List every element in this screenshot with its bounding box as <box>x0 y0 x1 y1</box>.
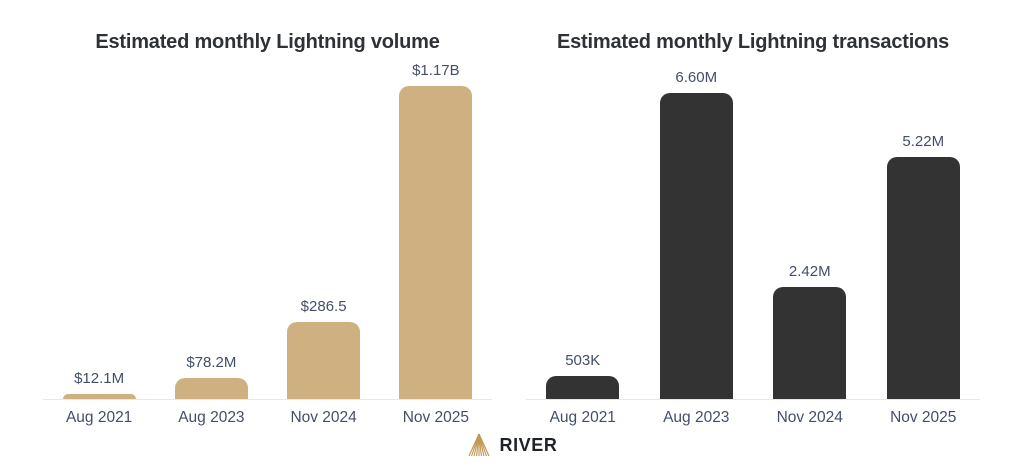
bar-group: $12.1M <box>62 370 136 399</box>
transactions-chart-title: Estimated monthly Lightning transactions <box>556 31 950 53</box>
bar-group: 503K <box>546 351 620 399</box>
bar-group: 2.42M <box>773 262 847 399</box>
x-axis-labels: Aug 2021 Aug 2023 Nov 2024 Nov 2025 <box>526 409 980 427</box>
bar-value-label: 2.42M <box>788 262 831 280</box>
x-axis-label: Aug 2021 <box>549 409 616 426</box>
bar-value-label: $12.1M <box>74 370 125 387</box>
bar-group: 5.22M <box>886 132 960 399</box>
x-axis-labels: Aug 2021 Aug 2023 Nov 2024 Nov 2025 <box>43 409 492 427</box>
river-brand-footer: RIVER <box>0 431 1024 459</box>
bar <box>546 375 620 399</box>
bar-value-label: $286.5 <box>300 298 347 316</box>
x-axis-label: Aug 2023 <box>178 409 245 426</box>
bar <box>399 86 473 399</box>
bar-value-label: $1.17B <box>412 62 460 79</box>
bar-group: 6.60M <box>659 69 733 399</box>
volume-chart-title: Estimated monthly Lightning volume <box>95 31 440 53</box>
bar <box>287 322 361 399</box>
bar-value-label: $78.2M <box>186 354 237 372</box>
bar <box>773 286 847 399</box>
x-axis-label: Aug 2023 <box>663 409 730 426</box>
river-brand-name: RIVER <box>499 434 558 455</box>
x-axis-label: Nov 2025 <box>890 409 957 426</box>
bar-group: $1.17B <box>399 62 473 399</box>
x-axis-label: Nov 2025 <box>402 409 470 426</box>
volume-chart: Estimated monthly Lightning volume $12.1… <box>43 30 492 427</box>
bar <box>659 93 733 399</box>
bar <box>62 394 136 399</box>
bar-value-label: 6.60M <box>675 69 718 86</box>
bar-value-label: 503K <box>565 351 601 369</box>
plot-area: $12.1M $78.2M $286.5 $1.17B <box>43 54 492 400</box>
bar <box>174 378 248 399</box>
bar-value-label: 5.22M <box>902 132 945 150</box>
bar <box>886 156 960 399</box>
river-logo-icon <box>468 433 491 457</box>
plot-area: 503K 6.60M 2.42M 5.22M <box>526 54 980 400</box>
x-axis-label: Nov 2024 <box>290 409 357 426</box>
bar-group: $286.5 <box>287 298 361 399</box>
x-axis-label: Nov 2024 <box>776 409 843 426</box>
bar-group: $78.2M <box>174 354 248 399</box>
transactions-chart: Estimated monthly Lightning transactions… <box>526 30 980 427</box>
x-axis-label: Aug 2021 <box>65 409 133 426</box>
